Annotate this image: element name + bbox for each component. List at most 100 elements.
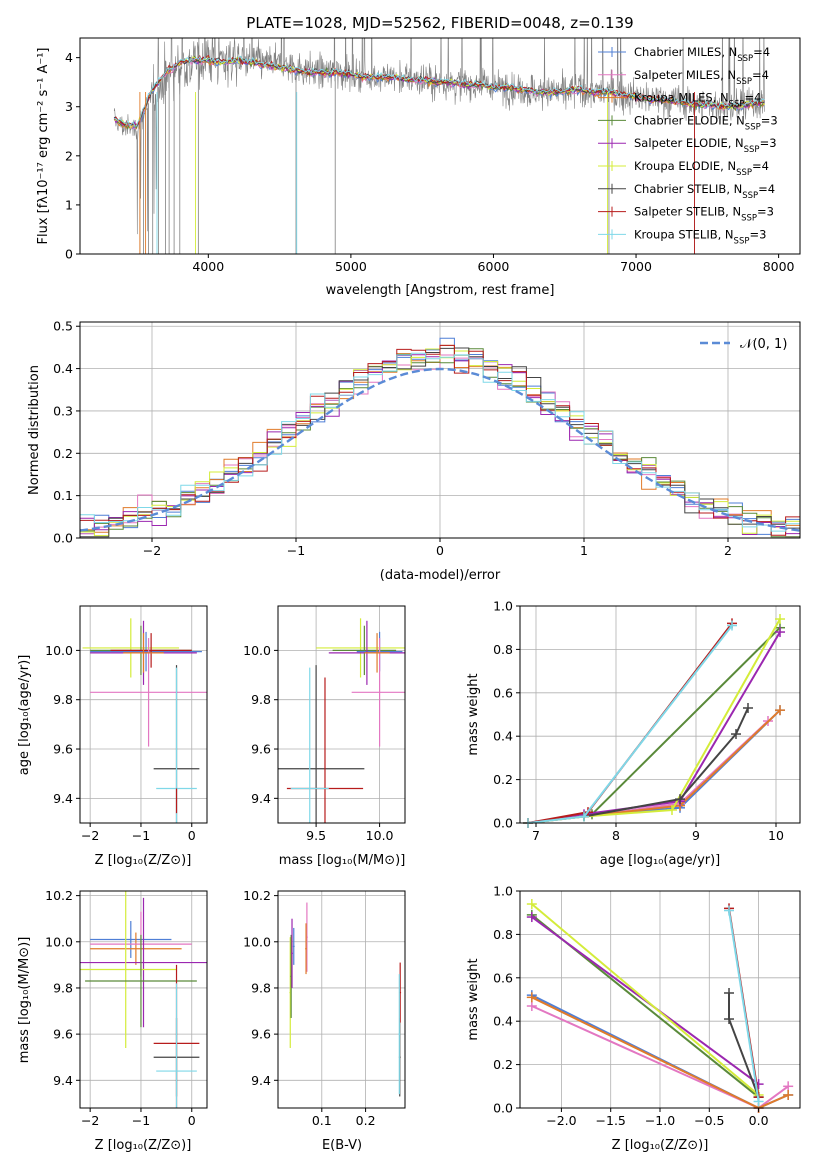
mw-z-ytick-label: 0.2 [493,1057,513,1072]
residuals-ytick-label: 0.1 [53,488,73,503]
mw-age-ytick-label: 0.4 [493,729,513,744]
spectrum-model-salpeter-stelib [113,54,765,127]
spectrum-xtick-label: 6000 [478,259,510,274]
mw-z-xlabel: Z [log₁₀(Z/Z⊙)] [612,1138,709,1153]
mass-z-ytick-label: 10.0 [45,934,73,949]
axes-frames [76,37,801,1112]
mass-ebv-xlabel: E(B-V) [322,1138,362,1153]
mw-z-ytick-label: 0.4 [493,1014,513,1029]
mw-z-xtick-label: −2.0 [546,1113,576,1128]
mw-age-ytick-label: 1.0 [493,599,513,614]
mw-z-series-kroupa-stelib [728,910,760,1102]
residuals-xtick-label: 2 [724,543,732,558]
spectrum-data-line [113,38,765,235]
mass-z-frame [79,890,208,1109]
spectrum-xtick-label: 7000 [620,259,652,274]
mass-z-ylabel: mass [log₁₀(M/M⊙)] [17,937,32,1064]
age-z-ylabel: age [log₁₀(age/yr)] [17,655,32,776]
mass-z-xtick-label: −1 [132,1113,150,1128]
age-z-ytick-label: 9.8 [53,692,73,707]
residuals-ytick-label: 0.2 [53,446,73,461]
mass-z-ytick-label: 10.2 [45,888,73,903]
residuals-xtick-label: −1 [287,543,305,558]
mw-age-ytick-label: 0.2 [493,772,513,787]
mass-ebv-xtick-label: 0.1 [312,1113,332,1128]
age-mass-ytick-label: 9.6 [251,742,271,757]
mw-z-xtick-label: 0.0 [749,1113,769,1128]
mw-z-series-salpeter-miles [531,1005,789,1108]
mw-age-xtick-label: 9 [692,828,700,843]
mw-age-xtick-label: 7 [532,828,540,843]
mw-age-xtick-label: 10 [768,828,784,843]
residuals-frame [79,321,801,539]
mass-ebv-xtick-label: 0.2 [356,1113,376,1128]
mw-z-ytick-label: 0.6 [493,970,513,985]
mw-age-ylabel: mass weight [466,673,481,755]
residuals-xtick-label: 1 [580,543,588,558]
age-z-xtick-label: −1 [132,828,150,843]
mass-z-ytick-label: 9.8 [53,980,73,995]
residuals-ytick-label: 0.0 [53,531,73,546]
mw-z-ytick-label: 1.0 [493,884,513,899]
mass-z-xlabel: Z [log₁₀(Z/Z⊙)] [95,1138,192,1153]
age-z-ytick-label: 9.6 [53,742,73,757]
mw-z-ylabel: mass weight [466,958,481,1040]
mw-z-series-kroupa-elodie [531,903,760,1096]
residuals-xtick-label: 0 [436,543,444,558]
mw-age-xtick-label: 8 [612,828,620,843]
mw-age-xlabel: age [log₁₀(age/yr)] [600,853,721,868]
residuals-ytick-label: 0.5 [53,319,73,334]
residual-histogram-kroupa-stelib [80,352,800,532]
mw-age-ytick-label: 0.8 [493,642,513,657]
mass-ebv-frame [277,890,406,1109]
age-mass-xtick-label: 10.0 [366,828,394,843]
mass-ebv-ytick-label: 10.0 [243,934,271,949]
residual-histogram-salpeter-stelib [80,344,800,536]
mw-age-frame [519,605,801,824]
spectrum-model-kroupa-stelib [114,55,765,127]
spectrum-ylabel: Flux [fλ10⁻¹⁷ erg cm⁻² s⁻¹ A⁻¹] [36,48,51,245]
age-z-xlabel: Z [log₁₀(Z/Z⊙)] [95,853,192,868]
mass-z-xtick-label: −2 [81,1113,99,1128]
spectrum-xtick-label: 4000 [192,259,224,274]
spectrum-ytick-label: 1 [65,197,73,212]
mass-ebv-ytick-label: 9.6 [251,1027,271,1042]
spectrum-xtick-label: 5000 [335,259,367,274]
figure-title: PLATE=1028, MJD=52562, FIBERID=0048, z=0… [246,14,633,32]
mass-ebv-ytick-label: 9.4 [251,1073,271,1088]
age-z-ytick-label: 9.4 [53,791,73,806]
mass-ebv-ytick-label: 10.2 [243,888,271,903]
spectrum-ytick-label: 4 [65,50,73,65]
mass-z-ytick-label: 9.6 [53,1027,73,1042]
age-z-xtick-label: 0 [188,828,196,843]
age-mass-frame [277,605,406,824]
age-mass-xlabel: mass [log₁₀(M/M⊙)] [279,853,406,868]
mw-age-series-chabrier-stelib [583,707,749,818]
mw-z-xtick-label: −0.5 [694,1113,724,1128]
normal-curve [80,367,800,532]
mw-z-xtick-label: −1.0 [645,1113,675,1128]
residuals-ylabel: Normed distribution [27,365,42,495]
residuals-ytick-label: 0.4 [53,361,73,376]
residuals-xlabel: (data-model)/error [380,568,501,583]
mw-z-xtick-label: −1.5 [596,1113,626,1128]
mass-ebv-ytick-label: 9.8 [251,980,271,995]
mass-z-xtick-label: 0 [188,1113,196,1128]
age-mass-ytick-label: 9.4 [251,791,271,806]
residuals-ytick-label: 0.3 [53,403,73,418]
age-mass-xtick-label: 9.5 [306,828,326,843]
residuals-legend-label: 𝒩(0, 1) [740,337,787,352]
mw-z-frame [519,890,801,1109]
age-mass-ytick-label: 10.0 [243,643,271,658]
spectrum-ytick-label: 0 [65,247,73,262]
mw-z-ytick-label: 0.8 [493,927,513,942]
spectrum-ytick-label: 2 [65,148,73,163]
spectrum-xlabel: wavelength [Angstrom, rest frame] [326,283,555,298]
spectrum-xtick-label: 8000 [763,259,795,274]
age-mass-ytick-label: 9.8 [251,692,271,707]
spectrum-ytick-label: 3 [65,99,73,114]
mw-z-ytick-label: 0.0 [493,1101,513,1116]
age-z-xtick-label: −2 [81,828,99,843]
age-z-ytick-label: 10.0 [45,643,73,658]
